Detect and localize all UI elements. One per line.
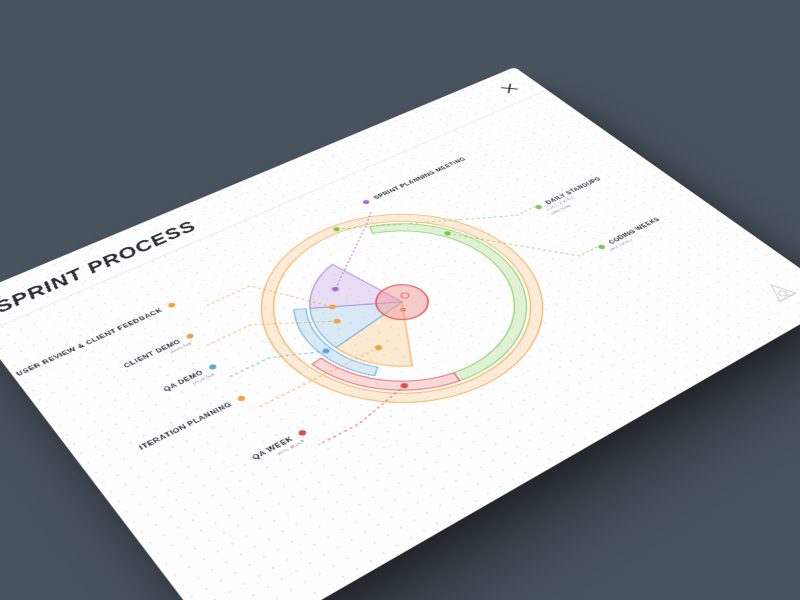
dot-icon — [297, 429, 308, 437]
card: SPRINT PROCESS SPRINT PLANNING MEETING D… — [0, 67, 800, 600]
scene: SPRINT PROCESS SPRINT PLANNING MEETING D… — [40, 40, 760, 560]
close-icon[interactable] — [498, 82, 522, 95]
brand-logo-icon — [757, 277, 800, 311]
sprint-chart — [71, 121, 765, 584]
